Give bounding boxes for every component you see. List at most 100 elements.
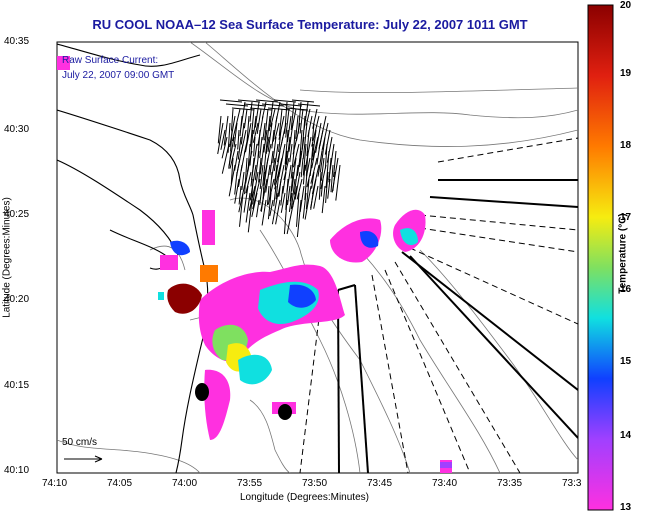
- colorbar-tick: 15: [620, 356, 632, 367]
- y-tick: 40:10: [4, 465, 30, 476]
- current-vector: [296, 150, 302, 176]
- current-vector: [238, 185, 242, 205]
- current-vector: [278, 115, 285, 140]
- current-vector: [316, 143, 321, 165]
- current-vector: [324, 143, 328, 169]
- current-vector: [260, 192, 265, 212]
- current-vector: [239, 192, 244, 227]
- current-vector: [248, 185, 256, 211]
- current-vector: [311, 122, 315, 142]
- current-vector: [268, 101, 274, 132]
- current-vector: [285, 107, 309, 111]
- current-vector: [220, 129, 226, 150]
- current-vector: [304, 171, 308, 201]
- y-tick: 40:25: [4, 209, 30, 220]
- current-vector: [306, 129, 310, 157]
- current-vector: [299, 136, 305, 168]
- station-marker: [278, 404, 292, 420]
- x-tick: 73:40: [432, 478, 458, 489]
- current-vector: [300, 157, 304, 178]
- current-vector: [269, 199, 274, 217]
- current-vector: [280, 185, 284, 206]
- current-vector: [231, 108, 234, 131]
- current-vector: [280, 192, 286, 213]
- annotation-line2: July 22, 2007 09:00 GMT: [62, 70, 175, 81]
- current-vector: [243, 136, 249, 154]
- current-vector: [233, 122, 238, 147]
- current-vector: [259, 185, 263, 205]
- current-vector: [321, 185, 326, 214]
- x-tick: 73:45: [367, 478, 393, 489]
- x-tick: 74:00: [172, 478, 198, 489]
- current-vector: [289, 143, 293, 163]
- x-tick: 73:3: [562, 478, 582, 489]
- current-vector: [279, 103, 303, 107]
- current-vector: [295, 115, 299, 139]
- current-vector: [240, 122, 245, 145]
- current-vector: [278, 108, 283, 136]
- current-vector: [234, 178, 240, 204]
- current-vector: [275, 199, 281, 225]
- current-vectors: [217, 99, 341, 238]
- colorbar-tick: 20: [620, 0, 632, 11]
- current-vector: [262, 122, 266, 141]
- current-vector: [234, 150, 239, 171]
- current-vector: [305, 150, 309, 176]
- current-vector: [229, 143, 237, 169]
- colorbar-tick: 16: [620, 284, 632, 295]
- current-vector: [217, 115, 222, 144]
- current-vector: [259, 143, 265, 175]
- x-tick: 74:10: [42, 478, 68, 489]
- current-vector: [285, 136, 291, 165]
- current-vector: [312, 129, 317, 157]
- current-vector: [234, 171, 238, 195]
- current-vector: [325, 171, 329, 203]
- current-vector: [237, 136, 242, 160]
- current-vector: [259, 136, 263, 159]
- current-vector: [273, 143, 279, 172]
- current-vector: [291, 157, 297, 192]
- plot-frame: [56, 41, 579, 474]
- current-vector: [237, 129, 240, 150]
- current-vector: [269, 150, 274, 176]
- y-tick: 40:30: [4, 124, 30, 135]
- current-vector: [327, 178, 331, 199]
- current-vector: [317, 150, 323, 177]
- current-vector: [335, 164, 341, 201]
- current-vector: [302, 143, 307, 176]
- current-vector: [284, 129, 289, 165]
- current-vector: [325, 150, 330, 188]
- current-vector: [245, 192, 251, 223]
- current-vector: [285, 108, 290, 138]
- current-vector: [289, 171, 294, 202]
- current-vector: [328, 157, 332, 183]
- current-vector: [247, 199, 253, 233]
- current-vector: [310, 157, 318, 184]
- current-vector: [250, 108, 255, 147]
- current-vector: [271, 129, 275, 149]
- current-vector: [223, 115, 229, 146]
- current-vector: [243, 103, 267, 107]
- current-vector: [264, 108, 269, 141]
- current-vector: [276, 136, 284, 163]
- current-vector: [263, 129, 268, 153]
- current-vector: [221, 136, 228, 159]
- current-vector: [290, 101, 295, 130]
- current-vector: [296, 199, 302, 238]
- y-axis-label: Latitude (Degrees:Minutes): [1, 197, 13, 318]
- current-vector: [221, 143, 230, 174]
- current-vector: [225, 103, 249, 107]
- current-vector: [231, 108, 241, 142]
- current-vector: [266, 185, 270, 206]
- current-vector: [313, 185, 319, 209]
- current-vector: [302, 164, 306, 185]
- colorbar-label: Temperature (°C): [617, 213, 629, 294]
- current-vector: [288, 122, 294, 152]
- current-vector: [259, 164, 264, 190]
- scale-label: 50 cm/s: [62, 437, 98, 448]
- colorbar-tick: 17: [620, 212, 632, 223]
- current-vector: [299, 185, 305, 212]
- current-vector: [272, 115, 278, 142]
- current-vector: [267, 192, 272, 220]
